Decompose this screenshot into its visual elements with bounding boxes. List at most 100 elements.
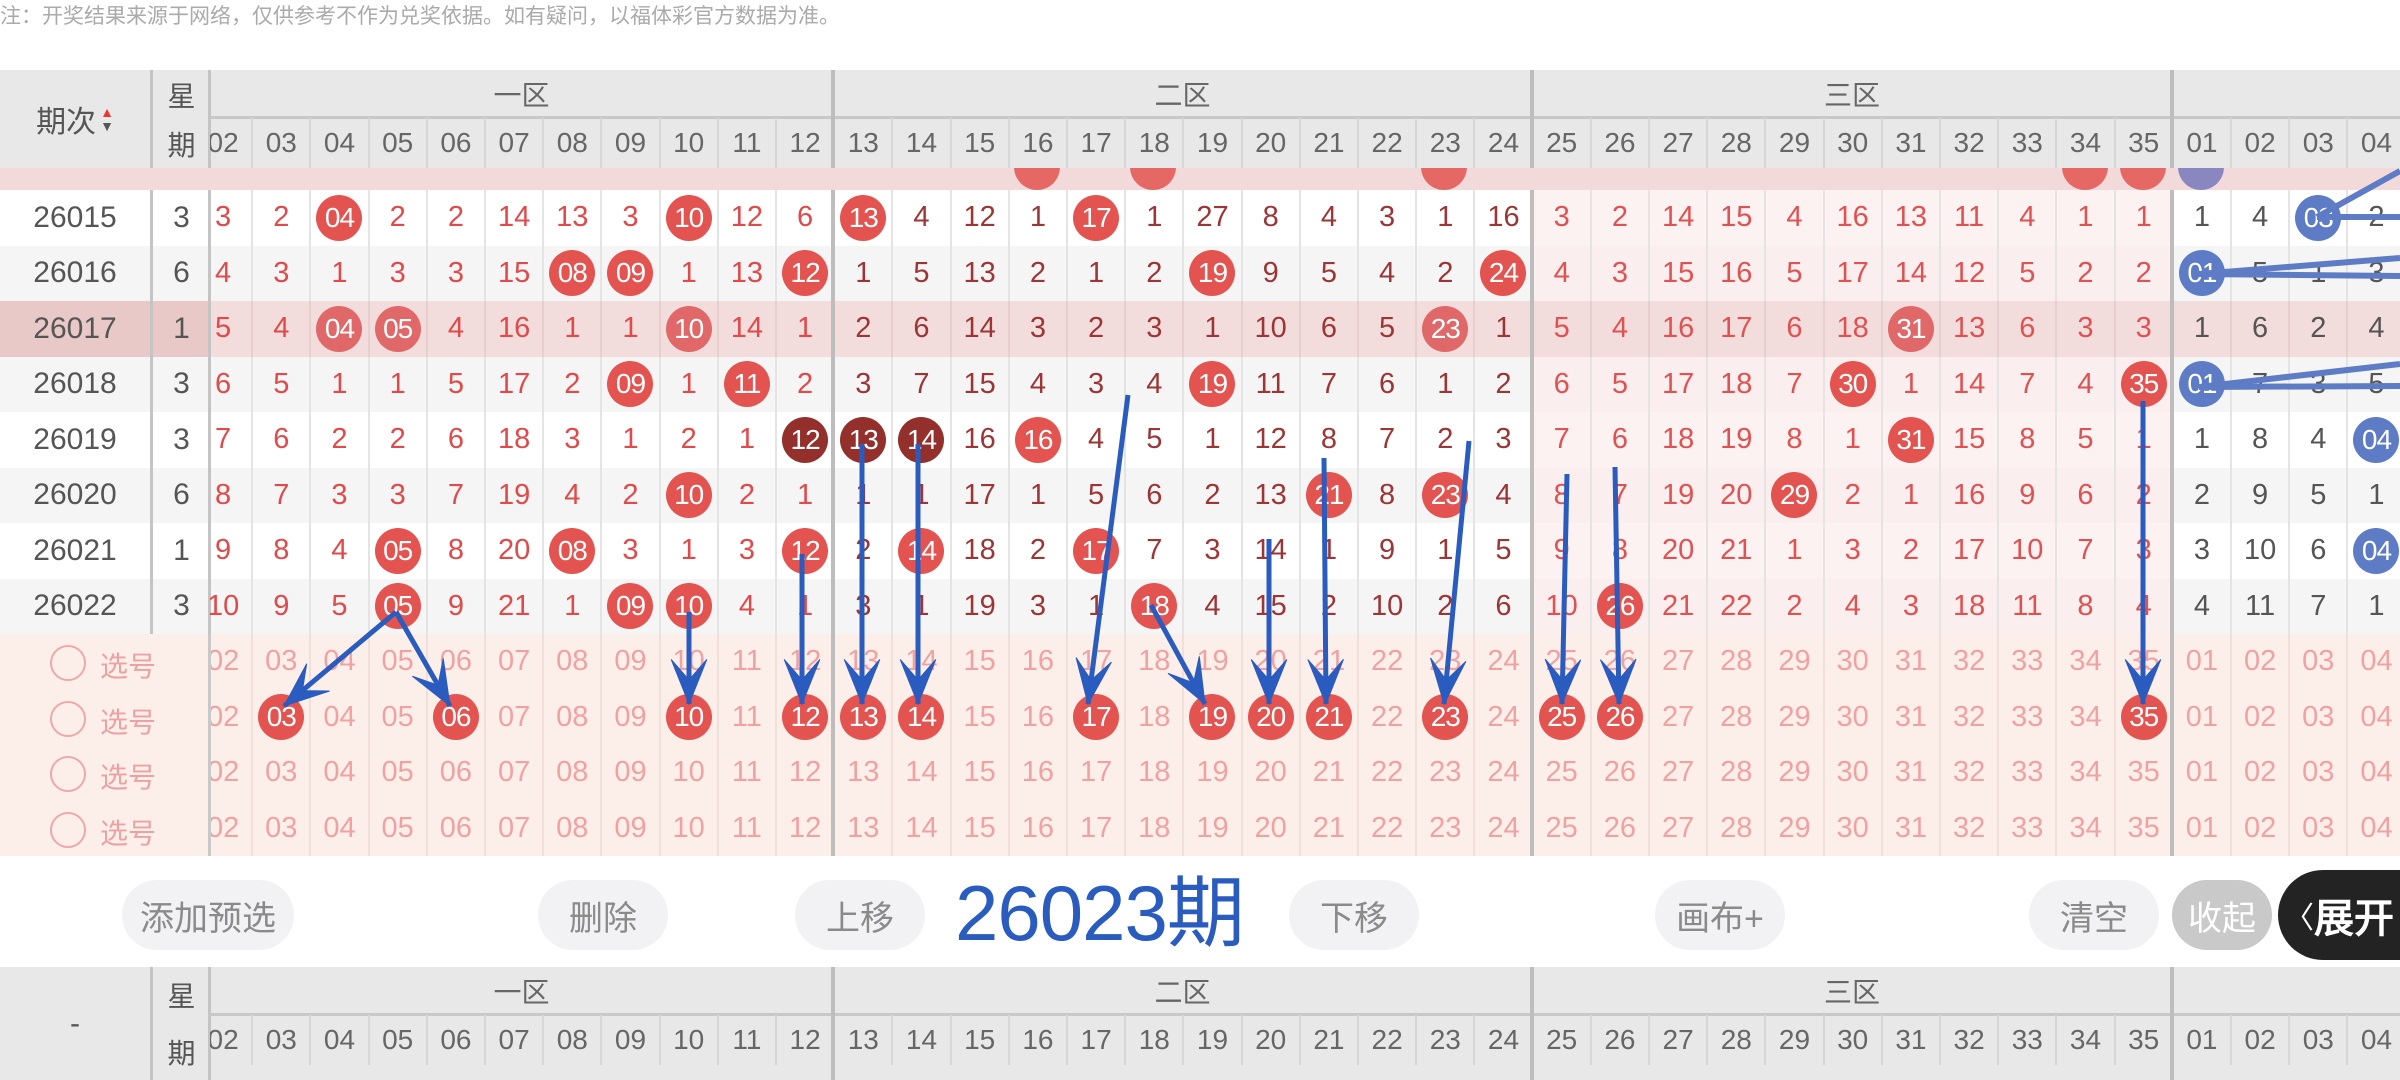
column-header[interactable]: 20 (1240, 1015, 1299, 1065)
column-header[interactable]: 02 (210, 118, 251, 168)
column-header[interactable]: 04 (2346, 1015, 2400, 1065)
selectable-number[interactable]: 17 (1066, 800, 1124, 856)
selectable-number[interactable]: 03 (251, 634, 309, 690)
selected-ball[interactable]: 06 (432, 694, 479, 741)
column-header[interactable]: 09 (600, 1015, 658, 1065)
selectable-number[interactable]: 02 (210, 690, 251, 746)
canvas-plus-button[interactable]: 画布+ (1655, 880, 1785, 950)
period-header[interactable]: 期次 ▲ ▼ (0, 70, 150, 168)
selectable-number[interactable]: 18 (1124, 800, 1182, 856)
selectable-number[interactable]: 02 (2230, 745, 2288, 801)
selectable-number[interactable]: 03 (251, 689, 309, 745)
selectable-number[interactable]: 29 (1764, 634, 1822, 690)
selectable-number[interactable]: 34 (2055, 800, 2113, 856)
selectable-number[interactable]: 28 (1706, 800, 1764, 856)
radio-button[interactable] (50, 700, 86, 737)
selectable-number[interactable]: 26 (1589, 745, 1648, 801)
selectable-number[interactable]: 19 (1182, 745, 1240, 801)
column-header[interactable]: 01 (2171, 118, 2230, 168)
selectable-number[interactable]: 22 (1357, 800, 1415, 856)
column-header[interactable]: 04 (2346, 118, 2400, 168)
selectable-number[interactable]: 02 (2230, 689, 2288, 745)
column-header[interactable]: 04 (309, 118, 367, 168)
selectable-number[interactable]: 35 (2113, 800, 2172, 856)
column-header[interactable]: 24 (1473, 1015, 1531, 1065)
selectable-number[interactable]: 05 (367, 634, 426, 690)
selectable-number[interactable]: 22 (1357, 745, 1415, 801)
column-header[interactable]: 04 (309, 1015, 367, 1065)
table-row[interactable]: 26016 6 4 3 1 3 3 15 08 09 1 13 12 1 5 13 2 1 2 19 9 5 4 2 24 4 3 1… (0, 245, 2400, 301)
column-header[interactable]: 10 (658, 118, 717, 168)
column-header[interactable]: 32 (1939, 118, 1997, 168)
delete-button[interactable]: 删除 (538, 880, 668, 950)
selectable-number[interactable]: 10 (658, 745, 717, 801)
selectable-number[interactable]: 04 (309, 745, 367, 801)
selectable-number[interactable]: 20 (1240, 800, 1299, 856)
collapse-button[interactable]: 收起 (2172, 880, 2272, 950)
selectable-number[interactable]: 04 (2346, 634, 2400, 690)
selectable-number[interactable]: 31 (1880, 689, 1939, 745)
column-header[interactable]: 02 (2230, 118, 2288, 168)
selectable-number[interactable]: 31 (1880, 745, 1939, 801)
selectable-number[interactable]: 34 (2055, 634, 2113, 690)
selectable-number[interactable]: 24 (1473, 689, 1531, 745)
column-header[interactable]: 15 (949, 1015, 1008, 1065)
column-header[interactable]: 16 (1007, 1015, 1066, 1065)
column-header[interactable]: 09 (600, 118, 658, 168)
selectable-number[interactable]: 25 (1531, 634, 1590, 690)
column-header[interactable]: 16 (1007, 118, 1066, 168)
column-header[interactable]: 12 (775, 1015, 833, 1065)
selectable-number[interactable]: 10 (658, 634, 717, 690)
column-header[interactable]: 24 (1473, 118, 1531, 168)
selectable-number[interactable]: 28 (1706, 689, 1764, 745)
column-header[interactable]: 32 (1939, 1015, 1997, 1065)
column-header[interactable]: 23 (1415, 118, 1473, 168)
column-header[interactable]: 17 (1066, 1015, 1124, 1065)
column-header[interactable]: 11 (716, 118, 775, 168)
selectable-number[interactable]: 02 (2230, 634, 2288, 690)
selectable-number[interactable]: 10 (658, 689, 717, 745)
column-header[interactable]: 02 (2230, 1015, 2288, 1065)
table-row[interactable]: 26022 3 10 9 5 05 9 21 1 09 10 4 1 3 1 19 3 1 18 4 15 2 10 2 6 10… (0, 578, 2400, 634)
selectable-number[interactable]: 13 (833, 689, 891, 745)
selectable-number[interactable]: 09 (600, 800, 658, 856)
column-header[interactable]: 18 (1124, 1015, 1182, 1065)
column-header[interactable]: 19 (1182, 118, 1240, 168)
column-header[interactable]: 14 (891, 118, 949, 168)
selectable-number[interactable]: 06 (425, 745, 484, 801)
selectable-number[interactable]: 11 (716, 634, 775, 690)
selectable-number[interactable]: 34 (2055, 745, 2113, 801)
selectable-number[interactable]: 35 (2113, 745, 2172, 801)
column-header[interactable]: 27 (1648, 118, 1706, 168)
selectable-number[interactable]: 03 (2288, 634, 2346, 690)
radio-button[interactable] (50, 756, 86, 792)
selected-ball[interactable]: 13 (840, 694, 887, 741)
selectable-number[interactable]: 33 (1997, 800, 2055, 856)
sort-up-down-icon[interactable]: ▲ ▼ (100, 105, 114, 133)
selectable-number[interactable]: 27 (1648, 634, 1706, 690)
selectable-number[interactable]: 04 (2346, 800, 2400, 856)
column-header[interactable]: 22 (1357, 118, 1415, 168)
selectable-number[interactable]: 03 (251, 800, 309, 856)
selectable-number[interactable]: 15 (949, 745, 1008, 801)
selectable-number[interactable]: 24 (1473, 745, 1531, 801)
selectable-number[interactable]: 12 (775, 745, 833, 801)
selectable-number[interactable]: 25 (1531, 800, 1590, 856)
selectable-number[interactable]: 32 (1939, 800, 1997, 856)
selectable-number[interactable]: 16 (1007, 689, 1066, 745)
column-header[interactable]: 33 (1997, 118, 2055, 168)
column-header[interactable]: 13 (833, 118, 891, 168)
radio-button[interactable] (50, 811, 86, 848)
add-preselect-button[interactable]: 添加预选 (122, 880, 294, 950)
column-header[interactable]: 25 (1531, 118, 1590, 168)
column-header[interactable]: 20 (1240, 118, 1299, 168)
column-header[interactable]: 01 (2171, 1015, 2230, 1065)
selectable-number[interactable]: 26 (1589, 800, 1648, 856)
selectable-number[interactable]: 15 (949, 800, 1008, 856)
selectable-number[interactable]: 13 (833, 634, 891, 690)
selectable-number[interactable]: 15 (949, 689, 1008, 745)
move-down-button[interactable]: 下移 (1289, 880, 1419, 950)
column-header[interactable]: 21 (1298, 1015, 1357, 1065)
selectable-number[interactable]: 12 (775, 634, 833, 690)
selectable-number[interactable]: 03 (2288, 800, 2346, 856)
